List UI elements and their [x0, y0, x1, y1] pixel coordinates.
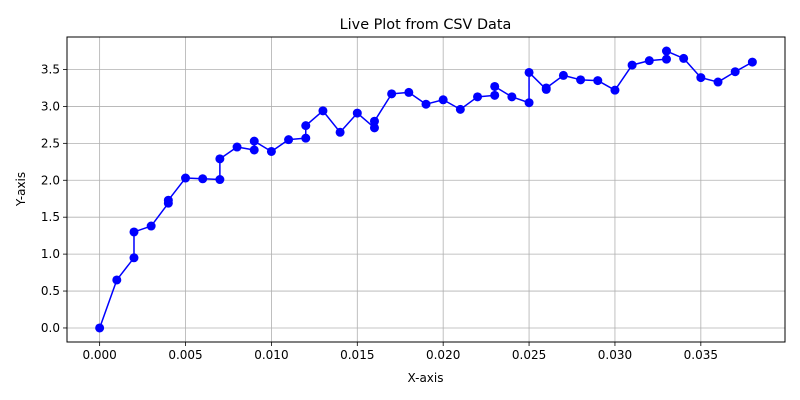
- data-point: [661, 46, 671, 56]
- data-point: [129, 227, 139, 237]
- x-axis: 0.000 0.005 0.010 0.015 0.020 0.025 0.030 0.035: [82, 342, 718, 362]
- y-tick-label: 0.0: [41, 321, 60, 335]
- data-point: [387, 89, 397, 99]
- plot-frame: [66, 36, 786, 343]
- data-point: [455, 104, 465, 114]
- data-point: [352, 108, 362, 118]
- grid-lines: [67, 37, 785, 342]
- y-tick-label: 1.0: [41, 247, 60, 261]
- x-tick-label: 0.025: [512, 348, 546, 362]
- data-point: [627, 60, 637, 70]
- data-point: [679, 53, 689, 63]
- data-point: [215, 175, 225, 185]
- data-point: [232, 142, 242, 152]
- data-point: [369, 123, 379, 133]
- data-point: [610, 85, 620, 95]
- data-point: [301, 121, 311, 131]
- plot-area: [95, 46, 757, 333]
- data-point: [112, 275, 122, 285]
- data-point: [541, 83, 551, 93]
- data-point: [644, 56, 654, 66]
- data-point: [215, 154, 225, 164]
- x-tick-label: 0.035: [684, 348, 718, 362]
- data-point: [198, 174, 208, 184]
- y-axis-label: Y-axis: [14, 172, 28, 207]
- x-tick-label: 0.005: [168, 348, 202, 362]
- data-point: [524, 67, 534, 77]
- data-point: [558, 70, 568, 80]
- data-point: [713, 77, 723, 87]
- data-point: [266, 146, 276, 156]
- data-point: [490, 90, 500, 100]
- data-point: [404, 87, 414, 97]
- y-tick-label: 3.5: [41, 62, 60, 76]
- chart-title: Live Plot from CSV Data: [340, 17, 512, 33]
- data-point: [249, 136, 259, 146]
- y-tick-label: 2.0: [41, 173, 60, 187]
- data-point: [593, 76, 603, 86]
- y-tick-label: 0.5: [41, 284, 60, 298]
- x-tick-label: 0.010: [254, 348, 288, 362]
- y-tick-label: 3.0: [41, 99, 60, 113]
- data-point: [747, 57, 757, 67]
- data-point: [146, 221, 156, 231]
- data-point: [696, 73, 706, 83]
- data-point: [661, 54, 671, 64]
- data-point: [576, 75, 586, 85]
- data-point: [301, 133, 311, 143]
- data-point: [490, 81, 500, 91]
- y-tick-label: 1.5: [41, 210, 60, 224]
- data-point: [129, 253, 139, 263]
- y-axis: 0.0 0.5 1.0 1.5 2.0 2.5 3.0 3.5: [41, 62, 67, 335]
- data-point: [369, 116, 379, 126]
- data-point: [318, 106, 328, 116]
- data-point: [181, 173, 191, 183]
- data-point: [163, 195, 173, 205]
- data-point: [730, 67, 740, 77]
- data-point: [524, 98, 534, 108]
- data-point: [249, 145, 259, 155]
- data-point: [473, 92, 483, 102]
- data-point: [507, 92, 517, 102]
- y-tick-label: 2.5: [41, 136, 60, 150]
- data-point: [95, 323, 105, 333]
- data-point: [438, 95, 448, 105]
- x-tick-label: 0.000: [82, 348, 116, 362]
- x-axis-label: X-axis: [408, 371, 444, 385]
- data-point: [421, 99, 431, 109]
- x-tick-label: 0.015: [340, 348, 374, 362]
- x-tick-label: 0.020: [426, 348, 460, 362]
- series-line: [98, 50, 753, 329]
- data-point: [284, 135, 294, 145]
- data-point: [335, 127, 345, 137]
- x-tick-label: 0.030: [598, 348, 632, 362]
